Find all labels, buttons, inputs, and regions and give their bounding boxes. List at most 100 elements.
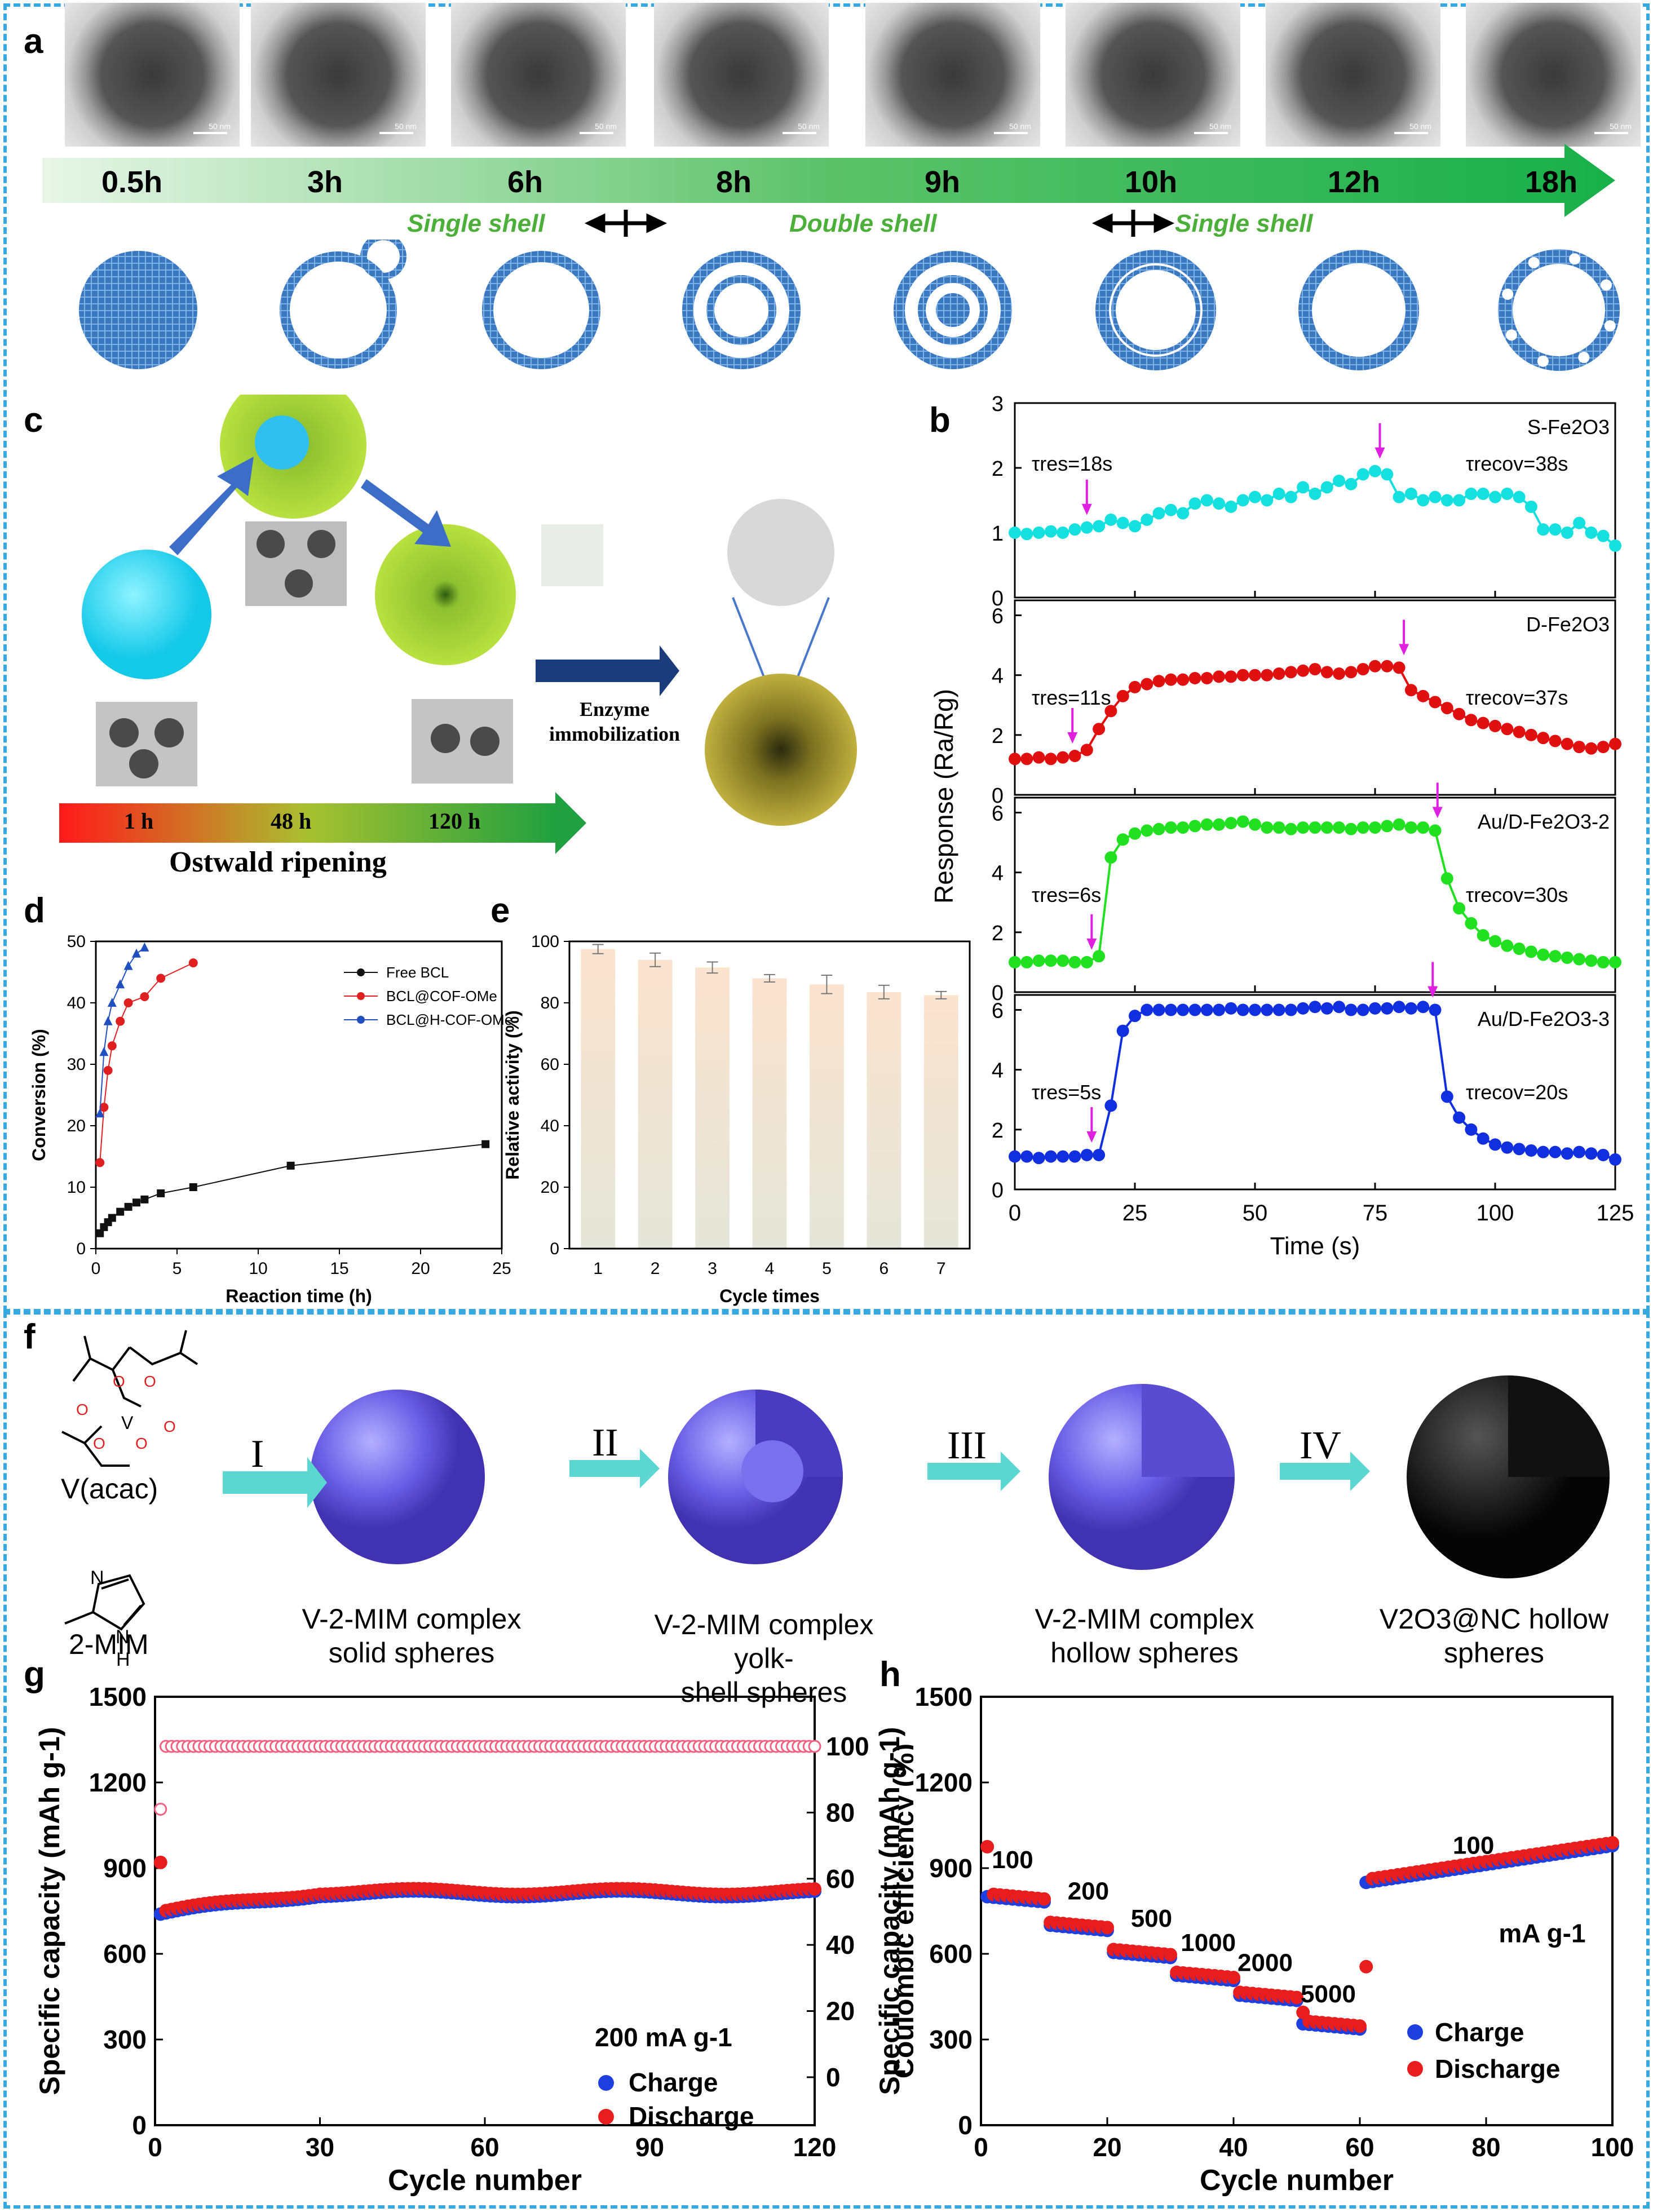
data-point xyxy=(1032,954,1045,967)
data-point xyxy=(1249,1003,1261,1016)
y-tick-label: 100 xyxy=(531,932,559,951)
rate-label: 200 xyxy=(1068,1878,1109,1905)
data-point xyxy=(1200,672,1213,684)
caption-yolk-2: shell spheres xyxy=(680,1676,847,1708)
tem-image-8: 50 nm xyxy=(1466,3,1641,147)
x-tick-label: 60 xyxy=(1345,2133,1374,2162)
y-tick-label: 20 xyxy=(541,1178,559,1197)
tau-res: τres=6s xyxy=(1032,883,1101,906)
time-label: 3h xyxy=(307,165,343,199)
unit-label: mA g-1 xyxy=(1499,1919,1585,1948)
x-tick-label: 100 xyxy=(1477,1201,1514,1226)
bar xyxy=(695,967,730,1249)
data-point xyxy=(1032,527,1045,539)
bar xyxy=(638,959,673,1249)
data-point xyxy=(1164,503,1177,516)
data-point xyxy=(1465,714,1478,727)
data-point xyxy=(108,1214,116,1222)
data-point xyxy=(1597,529,1610,542)
shell-label-middle: Double shell xyxy=(789,210,937,237)
data-point xyxy=(1093,1148,1106,1161)
x-tick-label: 15 xyxy=(330,1259,348,1278)
data-point xyxy=(1020,1150,1033,1163)
shell-label-right: Single shell xyxy=(1175,210,1313,237)
panel-label-e: e xyxy=(490,891,510,930)
y-tick-label: 2 xyxy=(992,1119,1004,1143)
data-point xyxy=(1429,490,1442,503)
x-tick-label: 60 xyxy=(470,2133,499,2162)
transition-arrows xyxy=(584,210,1175,237)
y2-tick-label: 40 xyxy=(826,1930,855,1959)
data-point xyxy=(1477,1132,1490,1145)
tem-image-3: 50 nm xyxy=(451,3,626,147)
y-tick-label: 4 xyxy=(992,862,1004,886)
data-point xyxy=(132,948,141,958)
panel-label-h: h xyxy=(879,1655,901,1694)
data-point xyxy=(1261,1003,1274,1016)
svg-text:V: V xyxy=(121,1413,134,1433)
data-point xyxy=(1188,820,1201,833)
y-tick-label: 60 xyxy=(541,1055,559,1074)
data-point xyxy=(1333,475,1346,487)
discharge-point xyxy=(1037,1892,1051,1906)
data-point xyxy=(1501,488,1514,500)
data-point xyxy=(1068,523,1081,536)
data-point xyxy=(1537,732,1550,745)
data-point xyxy=(1453,494,1466,507)
x-tick-label: 125 xyxy=(1597,1201,1634,1226)
x-tick-label: 3 xyxy=(708,1259,717,1278)
legend-charge-label: Charge xyxy=(629,2068,718,2097)
caption-hollow-2: hollow spheres xyxy=(1050,1637,1239,1669)
data-point xyxy=(1225,501,1237,513)
data-point xyxy=(1381,468,1394,481)
data-point xyxy=(1345,822,1358,835)
data-point xyxy=(1057,527,1069,539)
y-tick-label: 1200 xyxy=(89,1768,147,1797)
legend-charge-marker xyxy=(598,2075,614,2091)
data-point xyxy=(1044,1150,1057,1163)
data-point xyxy=(1236,669,1249,682)
x-tick-label: 25 xyxy=(492,1259,511,1278)
caption-yolk-1: V-2-MIM complex yolk- xyxy=(654,1609,874,1674)
data-point xyxy=(1417,689,1430,702)
data-point xyxy=(1417,1001,1430,1014)
data-point xyxy=(1104,514,1117,526)
shell-porous xyxy=(1498,249,1620,371)
data-point xyxy=(1177,821,1190,834)
data-point xyxy=(1164,821,1177,834)
data-point xyxy=(1453,1111,1466,1124)
data-point xyxy=(1489,490,1501,503)
scale-bar xyxy=(193,132,227,134)
data-point xyxy=(1393,818,1406,831)
data-point xyxy=(1465,917,1478,930)
data-point xyxy=(1609,1153,1621,1166)
x-axis-label: Reaction time (h) xyxy=(226,1286,372,1306)
data-point xyxy=(1440,494,1453,507)
scale-bar xyxy=(379,132,413,134)
discharge-point xyxy=(153,1855,167,1869)
panel-label-b: b xyxy=(929,401,951,440)
tau-recov: τrecov=37s xyxy=(1466,686,1568,709)
x-tick-label: 5 xyxy=(822,1259,832,1278)
data-point xyxy=(99,1047,109,1056)
data-point xyxy=(1369,464,1381,477)
data-point xyxy=(1561,527,1574,539)
y-tick-label: 40 xyxy=(541,1117,559,1135)
data-point xyxy=(116,979,125,989)
data-point xyxy=(1524,501,1537,513)
x-axis-label: Cycle number xyxy=(1200,2164,1394,2197)
x-tick-label: 4 xyxy=(765,1259,775,1278)
y-tick-label: 0 xyxy=(992,784,1004,808)
legend-discharge-label: Discharge xyxy=(1435,2054,1560,2083)
bar xyxy=(923,995,958,1249)
x-axis-label: Cycle times xyxy=(719,1286,820,1306)
x-tick-label: 20 xyxy=(1093,2133,1121,2162)
legend-marker xyxy=(357,968,365,976)
y-tick-label: 900 xyxy=(103,1853,147,1883)
data-point xyxy=(1440,702,1453,715)
data-point xyxy=(1213,670,1226,683)
data-point xyxy=(1009,1150,1021,1163)
caption-solid: V-2-MIM complex solid spheres xyxy=(299,1602,524,1670)
data-point xyxy=(1429,824,1442,837)
tau-res: τres=5s xyxy=(1032,1081,1101,1104)
